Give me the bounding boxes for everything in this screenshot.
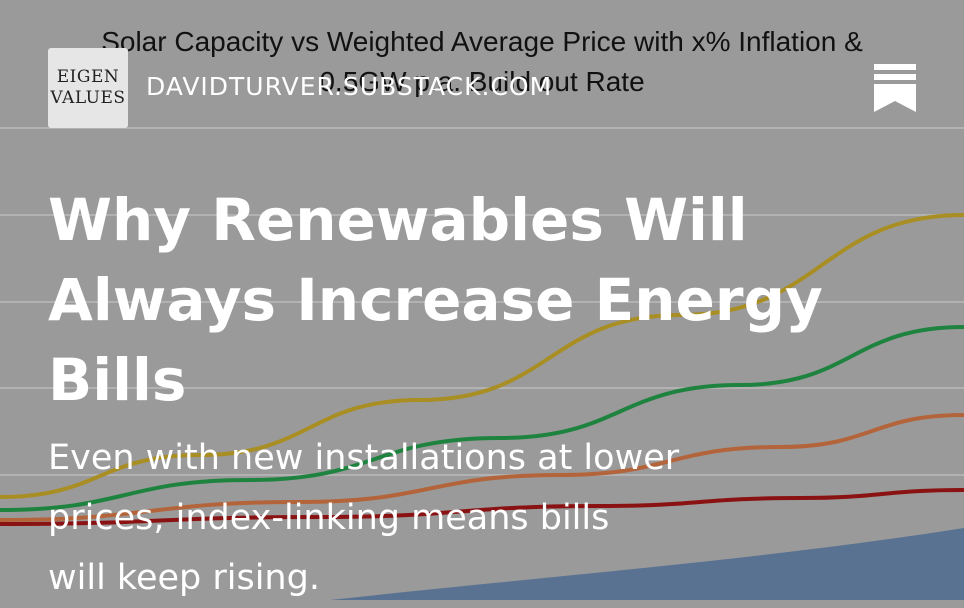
article-title-line-2: Always Increase Energy <box>48 266 823 334</box>
article-subtitle: Even with new installations at lower pri… <box>48 428 868 608</box>
price-series-line-2 <box>0 325 964 512</box>
article-subtitle-line-3: will keep rising. <box>48 558 320 598</box>
article-subtitle-line-1: Even with new installations at lower <box>48 438 680 478</box>
chart-title-line-1: Solar Capacity vs Weighted Average Price… <box>101 26 863 57</box>
price-series-line-3 <box>0 413 964 522</box>
chart-title-line-2: 0.5GW p.a. Build out Rate <box>319 66 645 97</box>
logo-line-1: EIGEN <box>56 67 120 87</box>
article-title: Why Renewables Will Always Increase Ener… <box>48 180 908 420</box>
logo-line-2: VALUES <box>50 88 126 108</box>
site-header: EIGEN VALUES DAVIDTURVER.SUBSTACK.COM <box>0 0 964 130</box>
article-subtitle-line-2: prices, index-linking means bills <box>48 498 610 538</box>
chart-title: Solar Capacity vs Weighted Average Price… <box>0 22 964 102</box>
site-name-link[interactable]: DAVIDTURVER.SUBSTACK.COM <box>146 72 553 101</box>
price-series-line-4 <box>0 488 964 526</box>
article-title-line-1: Why Renewables Will <box>48 186 748 254</box>
article-title-line-3: Bills <box>48 346 187 414</box>
bookmark-icon[interactable] <box>872 64 918 112</box>
price-series-line-1 <box>0 213 964 499</box>
solar-capacity-area <box>330 528 964 600</box>
publication-logo[interactable]: EIGEN VALUES <box>48 48 128 128</box>
chart-gridlines <box>0 127 964 476</box>
